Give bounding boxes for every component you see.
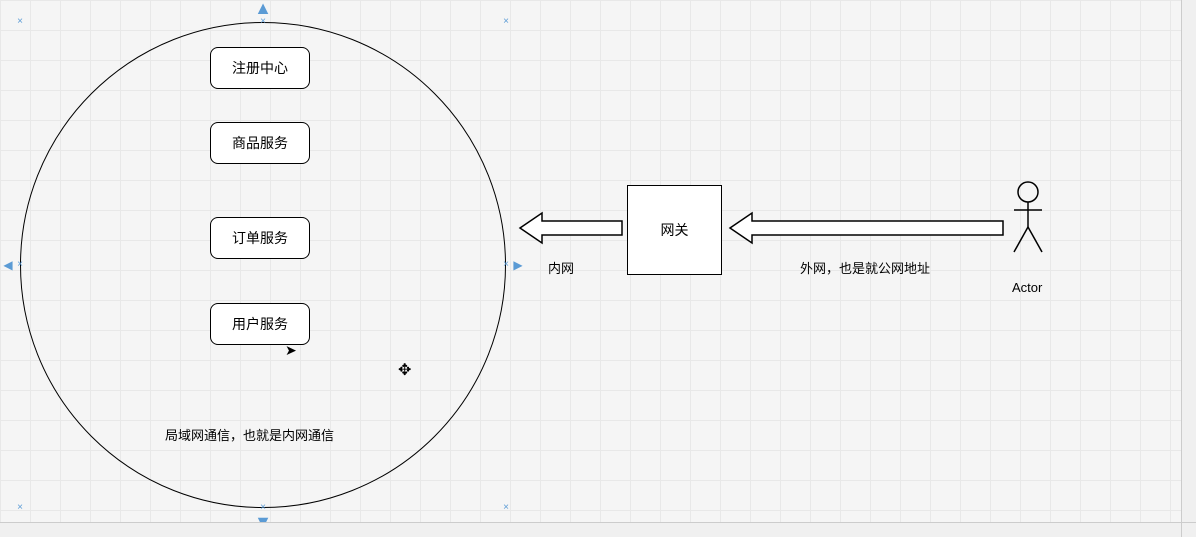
scrollbar-corner bbox=[1181, 522, 1196, 537]
outer-arrow-label: 外网，也是就公网地址 bbox=[800, 258, 930, 277]
vertical-scrollbar[interactable] bbox=[1181, 0, 1196, 522]
actor-label: Actor bbox=[1012, 280, 1042, 295]
horizontal-scrollbar[interactable] bbox=[0, 522, 1181, 537]
outer-arrow[interactable] bbox=[730, 213, 1003, 243]
move-cursor-icon: ✥ bbox=[398, 363, 411, 379]
inner-arrow[interactable] bbox=[520, 213, 622, 243]
block-arrows bbox=[0, 0, 1196, 537]
diagram-canvas[interactable]: ××××××××▲▼◀▶ 注册中心商品服务订单服务用户服务 ➤ 局域网通信，也就… bbox=[0, 0, 1196, 537]
inner-arrow-label: 内网 bbox=[548, 258, 574, 277]
